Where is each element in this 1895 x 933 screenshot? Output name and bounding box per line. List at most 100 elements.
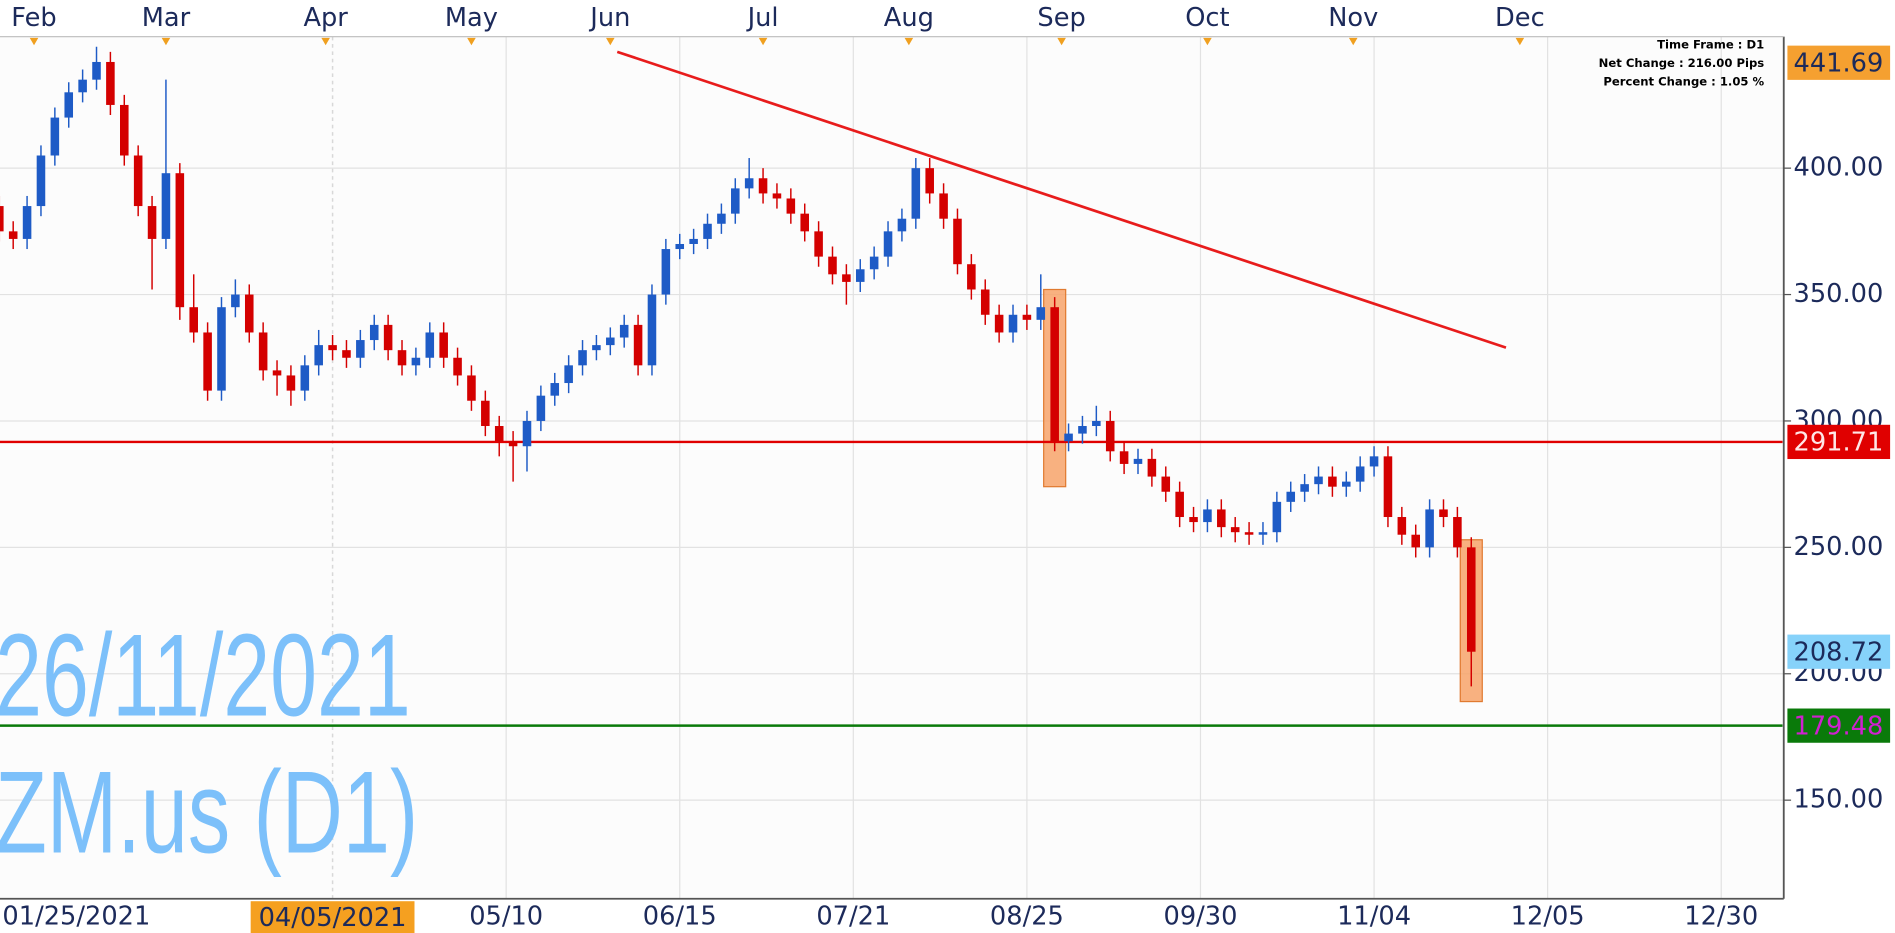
candle-body xyxy=(467,375,476,401)
candle-body xyxy=(397,350,407,366)
candle-body xyxy=(175,173,185,308)
month-marker xyxy=(606,37,615,46)
x-tick-label: 11/04 xyxy=(1337,902,1411,932)
candle-body xyxy=(731,188,740,214)
month-marker xyxy=(1057,37,1066,46)
candle-body xyxy=(1119,451,1129,464)
candle-body xyxy=(633,324,643,366)
price-label-bg xyxy=(1787,45,1891,80)
candle-body xyxy=(369,324,379,341)
candle-body xyxy=(50,117,60,156)
candle-body xyxy=(1369,456,1379,467)
candle-body xyxy=(1008,314,1018,333)
price-label-bg xyxy=(1787,708,1891,743)
cursor-label: 04/05/2021 xyxy=(259,903,407,933)
candle-body xyxy=(842,274,851,282)
candle-body xyxy=(64,92,74,118)
candle-body xyxy=(994,314,1004,333)
candle-body xyxy=(689,238,698,244)
month-label: Nov xyxy=(1328,3,1378,33)
candle-body xyxy=(1244,532,1254,535)
candle-body xyxy=(953,218,962,265)
candle-body xyxy=(1355,466,1365,482)
candle-body xyxy=(869,256,879,270)
month-marker xyxy=(1348,37,1358,46)
x-tick-label: 01/25/2021 xyxy=(2,902,150,932)
candle-body xyxy=(578,350,587,366)
candle-body xyxy=(106,61,115,105)
month-label: Feb xyxy=(11,3,56,33)
candle-body xyxy=(744,178,754,189)
candle-body xyxy=(356,340,365,358)
candle-body xyxy=(1036,307,1046,320)
month-marker xyxy=(1515,37,1525,46)
price-label: 291.71 xyxy=(1794,428,1884,458)
month-label: Apr xyxy=(303,3,348,33)
candle-body xyxy=(78,79,87,93)
price-label-bg xyxy=(1787,634,1891,669)
x-tick-label: 06/15 xyxy=(643,902,717,932)
candle-body xyxy=(22,206,32,239)
candle-body xyxy=(425,332,435,358)
month-label: Aug xyxy=(884,3,934,33)
y-tick-label: 150.00 xyxy=(1794,785,1884,815)
candle-body xyxy=(383,324,393,351)
candle-body xyxy=(911,168,921,219)
candle-body xyxy=(1314,476,1323,485)
month-label: Sep xyxy=(1037,3,1085,33)
candle-body xyxy=(1286,491,1296,502)
candle-body xyxy=(883,231,893,257)
candle-body xyxy=(717,213,726,224)
plot xyxy=(0,46,1783,727)
candle-body xyxy=(925,168,934,194)
candle-body xyxy=(536,395,546,421)
candle-body xyxy=(1453,517,1462,548)
candle-body xyxy=(244,294,254,333)
month-marker xyxy=(904,37,914,46)
candle-body xyxy=(1230,527,1240,533)
candle-body xyxy=(36,155,46,207)
candle-body xyxy=(758,178,768,194)
candle-body xyxy=(1272,501,1282,533)
candle-body xyxy=(508,441,518,447)
candle-body xyxy=(564,365,573,384)
candle-body xyxy=(606,337,615,346)
info-line: Net Change : 216.00 Pips xyxy=(1599,56,1765,70)
candle-body xyxy=(1064,433,1073,442)
x-tick-label: 07/21 xyxy=(816,902,890,932)
candle-body xyxy=(161,173,171,239)
month-label: Jun xyxy=(588,3,630,33)
candle-body xyxy=(855,269,865,282)
month-marker xyxy=(321,37,330,46)
candle-body xyxy=(967,264,976,290)
candle-body xyxy=(1300,484,1309,492)
month-label: Mar xyxy=(142,3,191,33)
candle-body xyxy=(675,243,685,250)
candle-body xyxy=(1466,547,1476,652)
candle-body xyxy=(1203,509,1212,523)
candle-body xyxy=(1397,517,1407,535)
candle-body xyxy=(800,213,809,232)
candle-body xyxy=(92,61,101,80)
candle-body xyxy=(453,357,462,376)
price-label: 179.48 xyxy=(1794,711,1884,741)
candle-body xyxy=(120,104,129,156)
candle-body xyxy=(272,370,282,376)
plot-area xyxy=(0,36,1783,899)
y-tick-label: 250.00 xyxy=(1794,532,1884,562)
month-label: Dec xyxy=(1495,3,1545,33)
candle-body xyxy=(258,332,268,371)
candle-body xyxy=(592,345,601,351)
candle-body xyxy=(147,206,157,239)
candle-body xyxy=(1342,481,1351,487)
candle-body xyxy=(1161,476,1171,492)
cursor-label-bg xyxy=(250,901,415,933)
candle-body xyxy=(439,332,448,358)
candle-body xyxy=(814,231,823,257)
month-marker xyxy=(1203,37,1212,46)
candle-body xyxy=(661,249,671,295)
candle-body xyxy=(772,193,782,199)
candle-body xyxy=(550,383,560,396)
